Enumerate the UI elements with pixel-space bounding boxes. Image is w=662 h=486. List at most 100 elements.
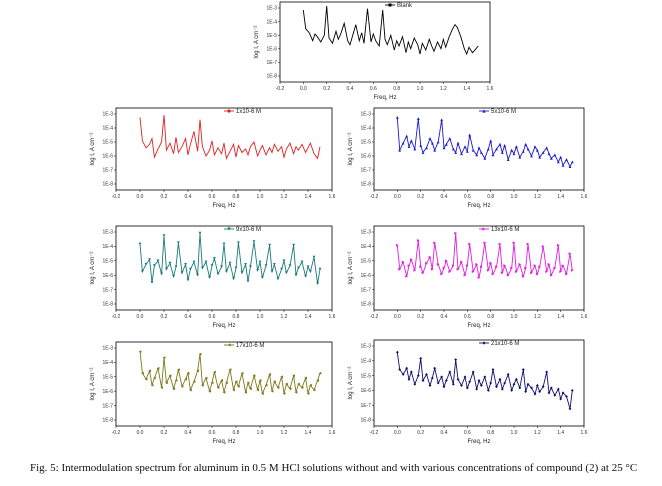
data-point: [405, 134, 409, 138]
x-tick-label: 0.4: [185, 430, 192, 436]
x-tick-label: 0.0: [137, 194, 144, 200]
x-tick-label: 0.8: [393, 86, 400, 92]
data-point: [213, 370, 216, 374]
data-point: [436, 140, 440, 144]
data-point: [538, 390, 542, 393]
data-point: [559, 155, 563, 159]
data-point: [413, 382, 417, 386]
data-point: [541, 151, 545, 154]
data-point: [294, 391, 298, 394]
data-point: [407, 377, 411, 381]
data-point: [561, 264, 565, 267]
data-point: [292, 374, 295, 377]
data-point: [401, 260, 405, 264]
y-axis-label: log I, A cm⁻²: [348, 367, 354, 400]
y-axis-label: log I, A cm⁻²: [348, 133, 354, 166]
x-tick-label: 0.8: [487, 430, 494, 436]
data-point: [518, 263, 522, 266]
y-tick-label: 1E-4: [102, 126, 113, 132]
data-point: [273, 380, 276, 383]
data-point: [463, 375, 467, 379]
data-point: [568, 252, 572, 255]
data-point: [174, 379, 178, 382]
x-tick-label: -0.2: [112, 430, 121, 436]
data-point: [510, 388, 514, 392]
data-point: [252, 240, 256, 243]
data-point: [479, 265, 483, 269]
x-axis-label: Freq, Hz: [212, 323, 235, 329]
chart-panel-7: -0.2 0.0 0.2 0.4 0.6 0.8 1.0 1.2 1.4 1.6 1E-3 1E-4 1…: [348, 339, 588, 445]
x-tick-label: 1.4: [557, 430, 564, 436]
data-point: [475, 263, 479, 266]
data-point: [256, 269, 259, 272]
data-point: [249, 387, 252, 391]
data-point: [419, 357, 423, 360]
data-point: [483, 241, 487, 245]
data-point: [210, 264, 214, 267]
data-point: [249, 265, 252, 269]
data-point: [395, 350, 399, 354]
x-tick-label: -0.2: [370, 194, 379, 200]
x-tick-label: 1.6: [581, 194, 588, 200]
x-tick-label: 1.0: [511, 194, 518, 200]
x-tick-label: 0.0: [394, 314, 401, 320]
data-point: [495, 385, 498, 389]
data-point: [232, 277, 235, 281]
data-point: [570, 388, 574, 392]
data-point: [547, 152, 551, 156]
data-point: [150, 281, 154, 284]
x-tick-label: 1.0: [257, 430, 264, 436]
data-point: [416, 374, 420, 378]
data-point: [189, 388, 192, 392]
y-tick-label: 1E-8: [102, 302, 113, 308]
x-tick-label: 0.4: [185, 194, 192, 200]
y-tick-label: 1E-3: [360, 344, 371, 350]
data-point: [425, 261, 428, 265]
series-line: [139, 233, 321, 284]
data-point: [189, 267, 192, 271]
data-point: [521, 368, 525, 371]
data-point: [568, 407, 572, 411]
series-line: [139, 351, 321, 396]
x-tick-label: 1.2: [281, 430, 288, 436]
data-point: [398, 148, 402, 152]
data-point: [312, 388, 316, 392]
data-point: [276, 277, 280, 281]
plot-frame: [373, 225, 585, 311]
x-tick-label: 1.0: [257, 194, 264, 200]
data-point: [141, 371, 144, 375]
data-point: [234, 266, 238, 270]
data-point: [479, 384, 483, 387]
data-point: [549, 156, 553, 160]
data-point: [232, 388, 235, 392]
x-tick-label: 0.2: [161, 194, 168, 200]
data-point: [156, 259, 160, 263]
x-tick-label: 1.4: [305, 430, 312, 436]
legend-label: 13x10-6 M: [491, 227, 519, 233]
x-tick-label: 0.8: [233, 314, 240, 320]
data-point: [405, 366, 409, 370]
x-tick-label: 0.4: [441, 430, 448, 436]
data-point: [153, 264, 156, 267]
legend-marker: [227, 227, 231, 231]
y-tick-label: 1E-4: [360, 359, 371, 365]
data-point: [398, 267, 402, 271]
data-point: [276, 386, 280, 389]
data-point: [561, 391, 565, 395]
data-point: [489, 139, 493, 143]
legend-marker: [227, 109, 231, 113]
data-point: [524, 142, 528, 146]
y-tick-label: 1E-4: [360, 126, 371, 132]
data-point: [468, 242, 472, 246]
x-axis-label: Freq, Hz: [373, 95, 396, 101]
data-point: [288, 264, 292, 267]
plot-frame: [279, 1, 491, 83]
y-tick-label: 1E-5: [266, 33, 277, 39]
data-point: [433, 241, 437, 245]
data-point: [246, 381, 250, 385]
data-point: [288, 387, 292, 391]
data-point: [451, 147, 455, 151]
data-point: [198, 231, 202, 235]
x-tick-label: 1.0: [511, 430, 518, 436]
data-point: [451, 382, 455, 386]
